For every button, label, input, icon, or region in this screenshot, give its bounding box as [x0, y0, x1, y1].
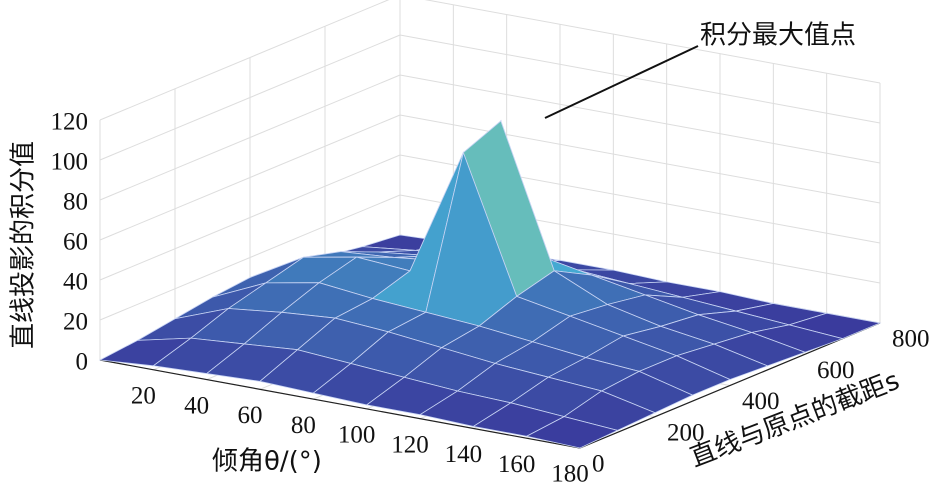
x-tick-label: 120 — [391, 431, 429, 458]
annotation: 积分最大值点 — [700, 21, 856, 51]
x-tick-label: 40 — [184, 392, 209, 419]
grid-line — [399, 34, 881, 124]
z-tick-label: 80 — [63, 189, 88, 216]
x-tick-label: 60 — [238, 402, 263, 429]
x-tick-label: 180 — [551, 461, 589, 488]
x-tick-label: 20 — [131, 383, 156, 410]
annotation-line — [544, 45, 699, 119]
z-tick-label: 20 — [63, 309, 88, 336]
y-tick-label: 200 — [667, 419, 705, 446]
y-tick-label: 800 — [892, 326, 930, 353]
z-axis-label: 直线投影的积分值 — [9, 141, 39, 349]
x-tick-label: 80 — [291, 412, 316, 439]
x-tick-label: 160 — [498, 451, 536, 478]
axis-line — [99, 359, 581, 449]
y-tick-label: 400 — [742, 388, 780, 415]
axis-line — [579, 322, 881, 449]
surface-cell — [525, 416, 619, 449]
z-tick-label: 120 — [51, 109, 89, 136]
z-tick-label: 100 — [51, 149, 89, 176]
x-tick-label: 100 — [338, 422, 376, 449]
surface — [98, 119, 882, 449]
grid-line — [424, 0, 881, 84]
y-tick-label: 0 — [592, 451, 605, 478]
z-tick-label: 40 — [63, 269, 88, 296]
x-axis-label: 倾角θ/(°) — [212, 447, 322, 477]
z-tick-label: 60 — [63, 229, 88, 256]
x-tick-label: 140 — [445, 441, 483, 468]
grid-line — [399, 74, 881, 164]
grid-line — [399, 114, 881, 204]
z-tick-label: 0 — [76, 349, 89, 376]
y-tick-label: 600 — [817, 357, 855, 384]
